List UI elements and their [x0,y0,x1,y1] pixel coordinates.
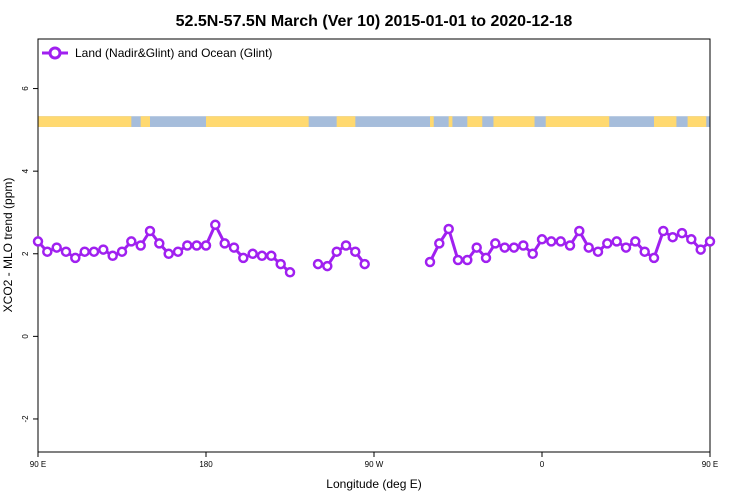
data-point [574,225,585,237]
x-tick-label: 0 [540,460,545,469]
data-point [350,246,361,257]
data-point [238,252,249,264]
land-segment [430,116,434,127]
land-segment [687,116,707,127]
data-point [648,252,660,264]
data-point [508,242,520,253]
data-point [266,250,277,262]
data-point [79,246,90,257]
land-ocean-band [38,116,710,127]
data-point [126,236,137,247]
land-segment [493,116,535,127]
x-tick-label: 90 W [365,460,384,469]
data-point [42,246,53,257]
y-axis: -2 0 2 4 6 [21,86,38,423]
data-point [228,242,240,253]
data-point [135,240,146,251]
data-point [704,236,716,247]
land-segment [206,116,309,127]
data-point [452,254,464,266]
ocean-band [38,116,710,127]
data-point [51,242,62,253]
data-point [602,238,613,249]
x-tick-label: 180 [199,460,213,469]
data-point [331,246,342,257]
series-land-nadir-glint-ocean-glint [32,219,716,278]
data-point [191,240,202,251]
data-point [658,225,669,237]
data-point [275,258,286,270]
data-point [620,242,632,253]
data-point [219,238,230,249]
data-point [144,225,156,237]
data-point [471,242,482,253]
data-point [555,236,566,247]
y-tick-label: 0 [21,334,30,339]
y-tick-label: 4 [21,168,30,173]
x-tick-label: 90 E [702,460,718,469]
data-point [182,240,193,251]
data-point [340,240,352,251]
data-point [424,256,436,268]
y-tick-label: -2 [21,415,30,423]
data-point [322,260,333,272]
data-point [256,250,268,262]
data-point [107,250,118,262]
data-point [480,252,492,264]
data-point [154,238,165,249]
data-point [98,244,109,255]
x-axis-label: Longitude (deg E) [326,477,421,491]
land-segment [545,116,610,127]
data-point [527,248,538,260]
land-segment [467,116,483,127]
data-point [695,244,706,255]
data-point [443,223,454,235]
data-point [163,248,174,260]
data-point [434,238,445,249]
data-point [564,240,576,251]
land-segment [336,116,356,127]
legend-entry-label: Land (Nadir&Glint) and Ocean (Glint) [75,46,272,60]
land-segment [140,116,150,127]
chart-title: 52.5N-57.5N March (Ver 10) 2015-01-01 to… [176,13,573,30]
data-point [172,246,184,257]
data-point [312,258,324,270]
data-point [499,242,510,253]
land-segment [448,116,453,127]
land-segment [654,116,677,127]
data-point [359,258,370,270]
legend: Land (Nadir&Glint) and Ocean (Glint) [42,46,272,60]
data-point [592,246,604,257]
data-point [518,240,529,251]
data-point [200,240,212,251]
data-point [546,236,557,247]
legend-marker-swatch [48,46,62,60]
data-point [210,219,221,231]
series-line [36,223,291,274]
data-point [630,236,641,247]
y-tick-label: 6 [21,86,30,91]
data-point [32,236,44,247]
land-segment [38,116,132,127]
x-axis: 90 E 180 90 W 0 90 E [30,452,718,469]
data-point [536,234,548,245]
data-point [116,246,128,257]
data-point [490,238,501,249]
data-point [88,246,100,257]
y-axis-label: XCO2 - MLO trend (ppm) [1,178,15,313]
data-point [284,267,296,278]
data-point [60,246,72,257]
data-point [462,254,473,266]
y-tick-label: 2 [21,251,30,256]
data-point [639,246,650,257]
data-point [686,234,697,245]
data-point [611,236,622,247]
x-tick-label: 90 E [30,460,46,469]
data-point [667,231,678,243]
data-point [70,252,81,264]
data-point [676,227,688,239]
data-point [583,242,594,253]
data-point [247,248,258,260]
